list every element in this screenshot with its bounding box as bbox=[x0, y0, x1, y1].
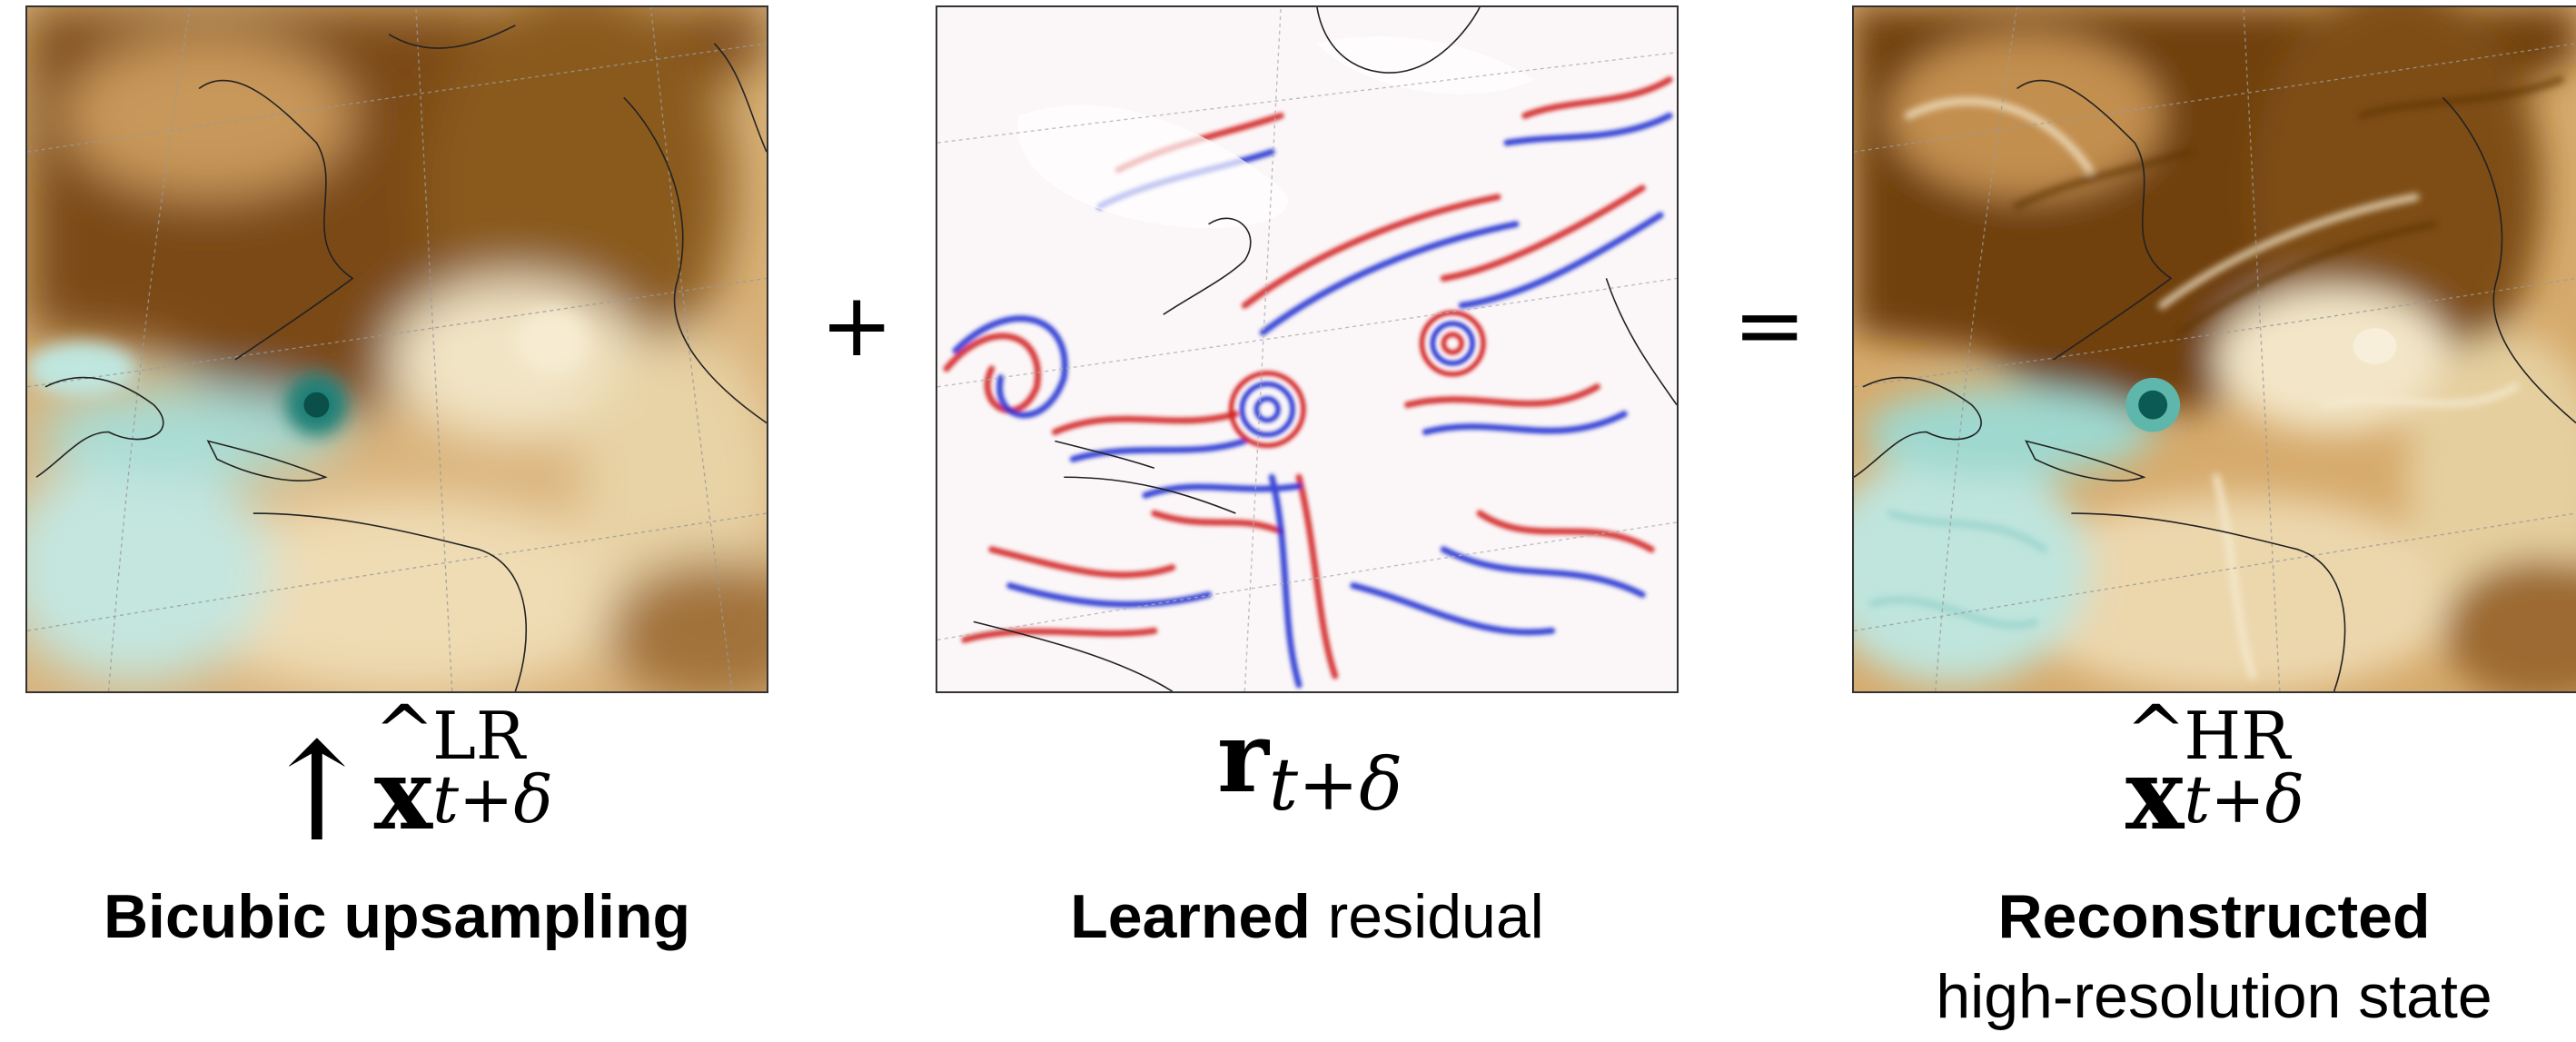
hr-superscript: HR bbox=[2184, 698, 2291, 774]
learned-residual-map bbox=[936, 5, 1679, 693]
caption-residual-bold: Learned bbox=[1070, 882, 1311, 951]
upsample-arrow: ↑ bbox=[260, 714, 374, 872]
equals-operator: = bbox=[1733, 274, 1807, 376]
caption-reconstructed-line2: high-resolution state bbox=[1936, 962, 2492, 1031]
reconstructed-map-image bbox=[1854, 7, 2576, 691]
lr-upsampled-equation: ↑x ^ LR t+δ bbox=[260, 696, 641, 862]
bicubic-map-image bbox=[27, 7, 767, 691]
hr-reconstructed-equation: x ^ HR t+δ bbox=[2125, 696, 2393, 845]
time-subscript: t+δ bbox=[432, 761, 553, 838]
caption-residual: Learned residual bbox=[936, 881, 1679, 952]
residual-equation: rt+δ bbox=[1217, 709, 1402, 821]
caption-bicubic: Bicubic upsampling bbox=[25, 881, 768, 952]
hat-accent: ^ bbox=[2125, 690, 2187, 774]
x-symbol: x bbox=[373, 738, 433, 852]
caption-reconstructed-bold: Reconstructed bbox=[1997, 882, 2431, 951]
caption-bicubic-bold: Bicubic upsampling bbox=[103, 882, 691, 951]
plus-operator: + bbox=[820, 274, 894, 376]
bicubic-upsampling-map bbox=[25, 5, 768, 693]
hat-accent: ^ bbox=[373, 690, 435, 774]
x-symbol: x bbox=[2125, 738, 2185, 852]
reconstructed-hr-map bbox=[1852, 5, 2576, 693]
lr-superscript: LR bbox=[432, 698, 526, 774]
residual-map-image bbox=[937, 7, 1677, 691]
caption-reconstructed: Reconstructed bbox=[1852, 881, 2576, 952]
time-subscript: t+δ bbox=[1268, 742, 1403, 827]
r-symbol: r bbox=[1217, 700, 1269, 815]
time-subscript: t+δ bbox=[2184, 761, 2304, 838]
caption-residual-rest: residual bbox=[1310, 882, 1544, 951]
